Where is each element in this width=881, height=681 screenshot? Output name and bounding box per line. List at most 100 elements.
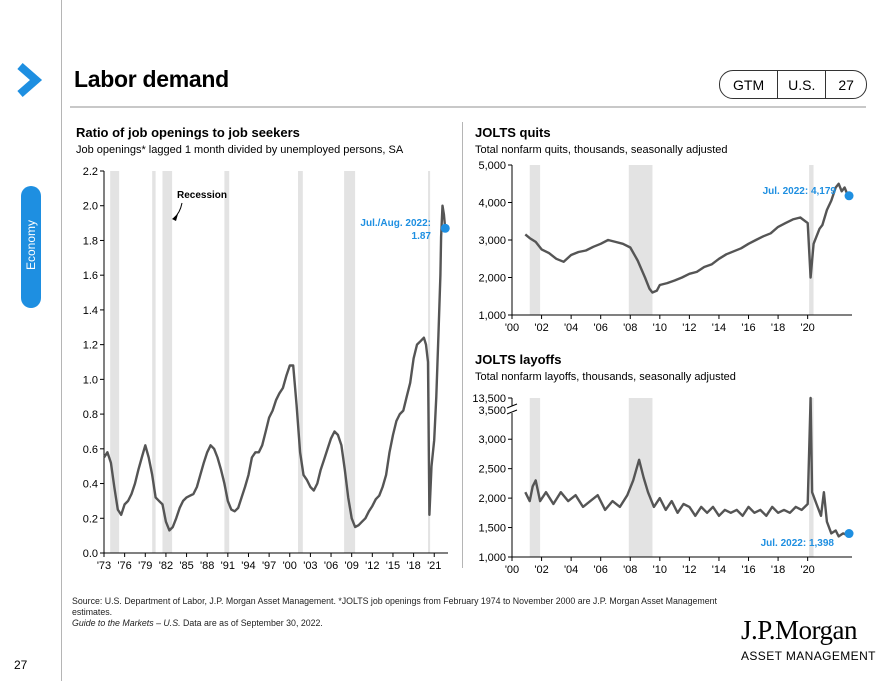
recession-band (224, 171, 230, 553)
x-tick-label: '06 (594, 564, 608, 576)
guide-title: Guide to the Markets – U.S. (72, 618, 181, 628)
x-tick-label: '18 (771, 322, 785, 334)
recession-band (529, 398, 541, 557)
x-tick-label: '97 (262, 560, 276, 572)
x-tick-label: '02 (534, 322, 548, 334)
x-tick-label: '08 (623, 322, 637, 334)
y-tick-label: 0.6 (83, 444, 98, 456)
recession-band (809, 165, 814, 315)
x-tick-label: '79 (138, 560, 152, 572)
page-title: Labor demand (74, 66, 229, 92)
series-line (102, 204, 447, 532)
x-tick-label: '03 (303, 560, 317, 572)
y-tick-label: 2,500 (478, 464, 506, 476)
x-tick-label: '04 (564, 322, 578, 334)
latest-value-marker (440, 223, 450, 233)
y-tick-label: 0.2 (83, 513, 98, 525)
x-tick-label: '12 (682, 564, 696, 576)
chart-divider (462, 122, 463, 568)
y-tick-label: 13,500 (472, 393, 506, 405)
y-tick-label: 1,000 (478, 310, 506, 322)
section-tab[interactable] (21, 186, 41, 308)
recession-label: Recession (177, 190, 227, 201)
y-tick-label: 4,000 (478, 198, 506, 210)
y-tick-label: 0.8 (83, 409, 98, 421)
y-tick-label: 3,000 (478, 434, 506, 446)
recession-band (110, 171, 120, 553)
x-tick-label: '00 (283, 560, 297, 572)
latest-value-number: 1.87 (412, 231, 432, 242)
x-tick-label: '85 (179, 560, 193, 572)
ratio-chart-subtitle: Job openings* lagged 1 month divided by … (76, 144, 404, 156)
y-tick-label: 0.0 (83, 548, 98, 560)
x-tick-label: '14 (712, 564, 726, 576)
jpmorgan-logo: J.P.Morgan (741, 615, 858, 645)
x-tick-label: '16 (741, 564, 755, 576)
y-tick-label: 3,000 (478, 235, 506, 247)
axis-break-mark (506, 409, 518, 415)
y-tick-label: 1,500 (478, 523, 506, 535)
tag-guide: GTM (733, 76, 765, 93)
y-tick-label: 1.8 (83, 235, 98, 247)
chevron-right-icon (17, 62, 43, 98)
y-tick-label: 2.2 (83, 166, 98, 178)
title-divider (70, 106, 866, 108)
x-tick-label: '08 (623, 564, 637, 576)
latest-value-marker (844, 529, 854, 539)
x-tick-label: '88 (200, 560, 214, 572)
x-tick-label: '09 (345, 560, 359, 572)
recession-band (628, 398, 653, 557)
x-tick-label: '94 (241, 560, 255, 572)
axis-break-icon (507, 406, 517, 413)
y-tick-label: 2,000 (478, 493, 506, 505)
latest-value-marker (844, 191, 854, 201)
y-tick-label: 1.6 (83, 270, 98, 282)
series-line (524, 182, 850, 294)
x-tick-label: '73 (97, 560, 111, 572)
recession-band (344, 171, 356, 553)
layoffs-chart-title: JOLTS layoffs (475, 352, 562, 367)
y-tick-label: 0.4 (83, 479, 98, 491)
x-tick-label: '06 (324, 560, 338, 572)
tag-region: U.S. (777, 71, 825, 98)
x-tick-label: '21 (427, 560, 441, 572)
y-tick-label: 1.2 (83, 340, 98, 352)
ratio-chart-title: Ratio of job openings to job seekers (76, 125, 300, 140)
latest-value-label: Jul. 2022: 1,398 (761, 538, 835, 549)
x-tick-label: '10 (653, 564, 667, 576)
x-tick-label: '06 (594, 322, 608, 334)
layoffs-chart-subtitle: Total nonfarm layoffs, thousands, season… (475, 371, 736, 383)
source-footnote: Source: U.S. Department of Labor, J.P. M… (72, 596, 732, 629)
x-tick-label: '18 (406, 560, 420, 572)
data-date: Data are as of September 30, 2022. (180, 618, 323, 628)
x-tick-label: '02 (534, 564, 548, 576)
x-tick-label: '12 (365, 560, 379, 572)
recession-band (162, 171, 173, 553)
y-tick-label: 3,500 (478, 405, 506, 417)
x-tick-label: '20 (800, 564, 814, 576)
x-tick-label: '15 (386, 560, 400, 572)
x-tick-label: '82 (159, 560, 173, 572)
x-tick-label: '16 (741, 322, 755, 334)
y-tick-label: 1.4 (83, 305, 98, 317)
left-divider (61, 0, 62, 681)
jpmorgan-logo-sub: ASSET MANAGEMENT (741, 649, 876, 663)
x-tick-label: '12 (682, 322, 696, 334)
recession-band (152, 171, 156, 553)
x-tick-label: '14 (712, 322, 726, 334)
series-line (524, 396, 850, 538)
tag-page: 27 (825, 71, 866, 98)
quits-chart-subtitle: Total nonfarm quits, thousands, seasonal… (475, 144, 728, 156)
axis-break-mark (506, 403, 518, 409)
y-tick-label: 1.0 (83, 374, 98, 386)
x-tick-label: '00 (505, 322, 519, 334)
x-tick-label: '20 (800, 322, 814, 334)
y-tick-label: 2,000 (478, 273, 506, 285)
recession-arrow-head (172, 214, 178, 221)
x-tick-label: '91 (221, 560, 235, 572)
latest-value-label: Jul. 2022: 4,179 (763, 186, 837, 197)
recession-band (298, 171, 303, 553)
x-tick-label: '00 (505, 564, 519, 576)
